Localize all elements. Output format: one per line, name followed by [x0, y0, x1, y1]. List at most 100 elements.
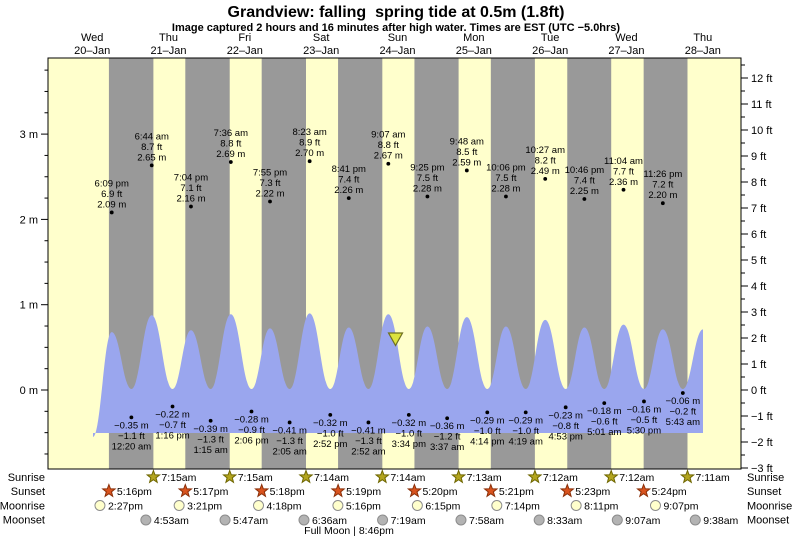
low-tide-label: 3:34 pm [392, 439, 426, 450]
moonrise-time: 8:11pm [584, 501, 618, 513]
high-tide-label: 2.20 m [648, 190, 677, 201]
high-tide-label: 10:46 pm [565, 165, 605, 176]
tide-point-dot [621, 187, 626, 192]
tide-point-dot [366, 420, 371, 425]
day-date-label: 27–Jan [608, 45, 644, 57]
low-tide-label: −0.28 m [234, 415, 269, 426]
sunrise-time: 7:12am [619, 472, 654, 484]
sunset-time: 5:24pm [652, 486, 687, 498]
sunset-time: 5:23pm [575, 486, 610, 498]
moonset-time: 7:58am [469, 515, 504, 527]
high-tide-label: 2.22 m [255, 189, 284, 200]
tide-point-dot [464, 168, 469, 173]
chart-subtitle: Image captured 2 hours and 16 minutes af… [172, 22, 621, 34]
low-tide-label: −0.9 ft [238, 425, 265, 436]
low-tide-label: −1.0 ft [474, 426, 501, 437]
tide-curve [93, 313, 703, 437]
tide-point-dot [249, 409, 254, 414]
low-tide-label: −1.1 ft [118, 431, 145, 442]
day-date-label: 20–Jan [74, 45, 110, 57]
row-label-moonrise-right: Moonrise [747, 501, 792, 513]
moonset-icon [298, 514, 310, 526]
low-tide-label: 2:52 pm [313, 439, 347, 450]
right-axis-label: 4 ft [751, 281, 766, 293]
low-tide-label: −0.32 m [313, 418, 348, 429]
low-tide-label: −1.3 ft [355, 436, 382, 447]
day-date-label: 24–Jan [379, 45, 415, 57]
row-label-sunrise-right: Sunrise [747, 472, 784, 484]
right-axis-label: −1 ft [751, 411, 773, 423]
tide-point-dot [642, 399, 646, 404]
low-tide-label: −0.7 ft [159, 420, 186, 431]
full-moon-label: Full Moon | 8:46pm [304, 525, 394, 537]
moonrise-time: 4:18pm [267, 501, 302, 513]
high-tide-label: 7:04 pm [174, 173, 208, 184]
left-axis-label: 0 m [20, 385, 38, 397]
sun-moon-rows: 7:15am 7:15am 7:14am 7:14am 7:13am 7:12am 7:12… [94, 469, 739, 527]
low-tide-label: −1.0 ft [395, 428, 422, 439]
moonset-time: 9:38am [703, 515, 738, 527]
high-tide-label: 11:04 am [604, 156, 643, 167]
moonset-time: 8:33am [547, 515, 582, 527]
high-tide-label: 8:41 pm [332, 164, 366, 175]
axes-layer: 3 m 2 m 1 m 0 m 12 ft 11 ft 10 ft 9 ft 8 ft 7 ft 6… [20, 57, 773, 475]
sunrise-icon [374, 469, 390, 484]
sunset-time: 5:17pm [193, 486, 228, 498]
low-tide-label: 2:05 am [272, 446, 306, 457]
low-tide-label: −0.32 m [392, 418, 427, 429]
high-tide-label: 8.9 ft [299, 138, 320, 149]
high-tide-label: 2.09 m [97, 199, 126, 210]
tide-point-dot [208, 418, 213, 423]
high-tide-label: 9:48 am [450, 136, 484, 147]
sunset-time: 5:20pm [422, 486, 457, 498]
high-tide-label: 9:07 am [371, 130, 405, 141]
high-tide-label: 8.8 ft [220, 139, 241, 150]
day-weekday-label: Thu [693, 32, 712, 44]
sunrise-icon [451, 469, 467, 484]
high-tide-label: 7.5 ft [417, 173, 438, 184]
low-tide-label: −0.6 ft [591, 417, 618, 428]
sunset-time: 5:21pm [499, 486, 534, 498]
sunrise-time: 7:14am [390, 472, 425, 484]
sunrise-icon [222, 469, 238, 484]
high-tide-label: 8:23 am [292, 127, 326, 138]
high-tide-label: 2.36 m [609, 177, 638, 188]
moonset-icon [689, 514, 701, 526]
low-tide-label: −1.2 ft [434, 432, 461, 443]
sunset-icon [483, 483, 499, 498]
low-tide-label: 5:43 am [666, 417, 700, 428]
tide-point-dot [485, 410, 490, 415]
sunrise-time: 7:12am [543, 472, 578, 484]
tide-point-dot [602, 401, 607, 406]
tide-point-dot [680, 391, 685, 395]
low-tide-label: −1.3 ft [197, 434, 224, 445]
low-tide-label: 5:30 pm [627, 425, 661, 436]
right-axis-label: 10 ft [751, 125, 772, 137]
tide-point-dot [386, 161, 391, 166]
right-axis-label: 5 ft [751, 255, 766, 267]
high-tide-label: 8.8 ft [378, 140, 399, 151]
tide-point-dot [109, 210, 114, 215]
day-weekday-label: Thu [159, 32, 178, 44]
sunset-icon [330, 483, 346, 498]
high-tide-label: 8.2 ft [535, 155, 556, 166]
left-axis-label: 3 m [20, 129, 38, 141]
day-date-label: 23–Jan [303, 45, 339, 57]
right-axis-label: 8 ft [751, 177, 766, 189]
moonset-icon [455, 514, 467, 526]
low-tide-label: 4:14 pm [470, 436, 504, 447]
high-tide-label: 11:26 pm [643, 169, 682, 180]
right-axis-label: 2 ft [751, 333, 766, 345]
moonrise-icon [411, 500, 423, 511]
tide-point-dot [445, 416, 450, 421]
high-tide-label: 7:36 am [214, 128, 248, 139]
low-tide-label: −0.29 m [470, 415, 505, 426]
high-tide-label: 8.7 ft [141, 142, 162, 153]
right-axis-label: 3 ft [751, 307, 766, 319]
right-axis-label: 6 ft [751, 229, 766, 241]
high-tide-label: 2.49 m [531, 166, 560, 177]
low-tide-label: 1:16 pm [155, 430, 189, 441]
moonrise-time: 3:21pm [187, 501, 222, 513]
moonrise-icon [173, 500, 185, 511]
high-tide-label: 6.9 ft [101, 189, 122, 200]
